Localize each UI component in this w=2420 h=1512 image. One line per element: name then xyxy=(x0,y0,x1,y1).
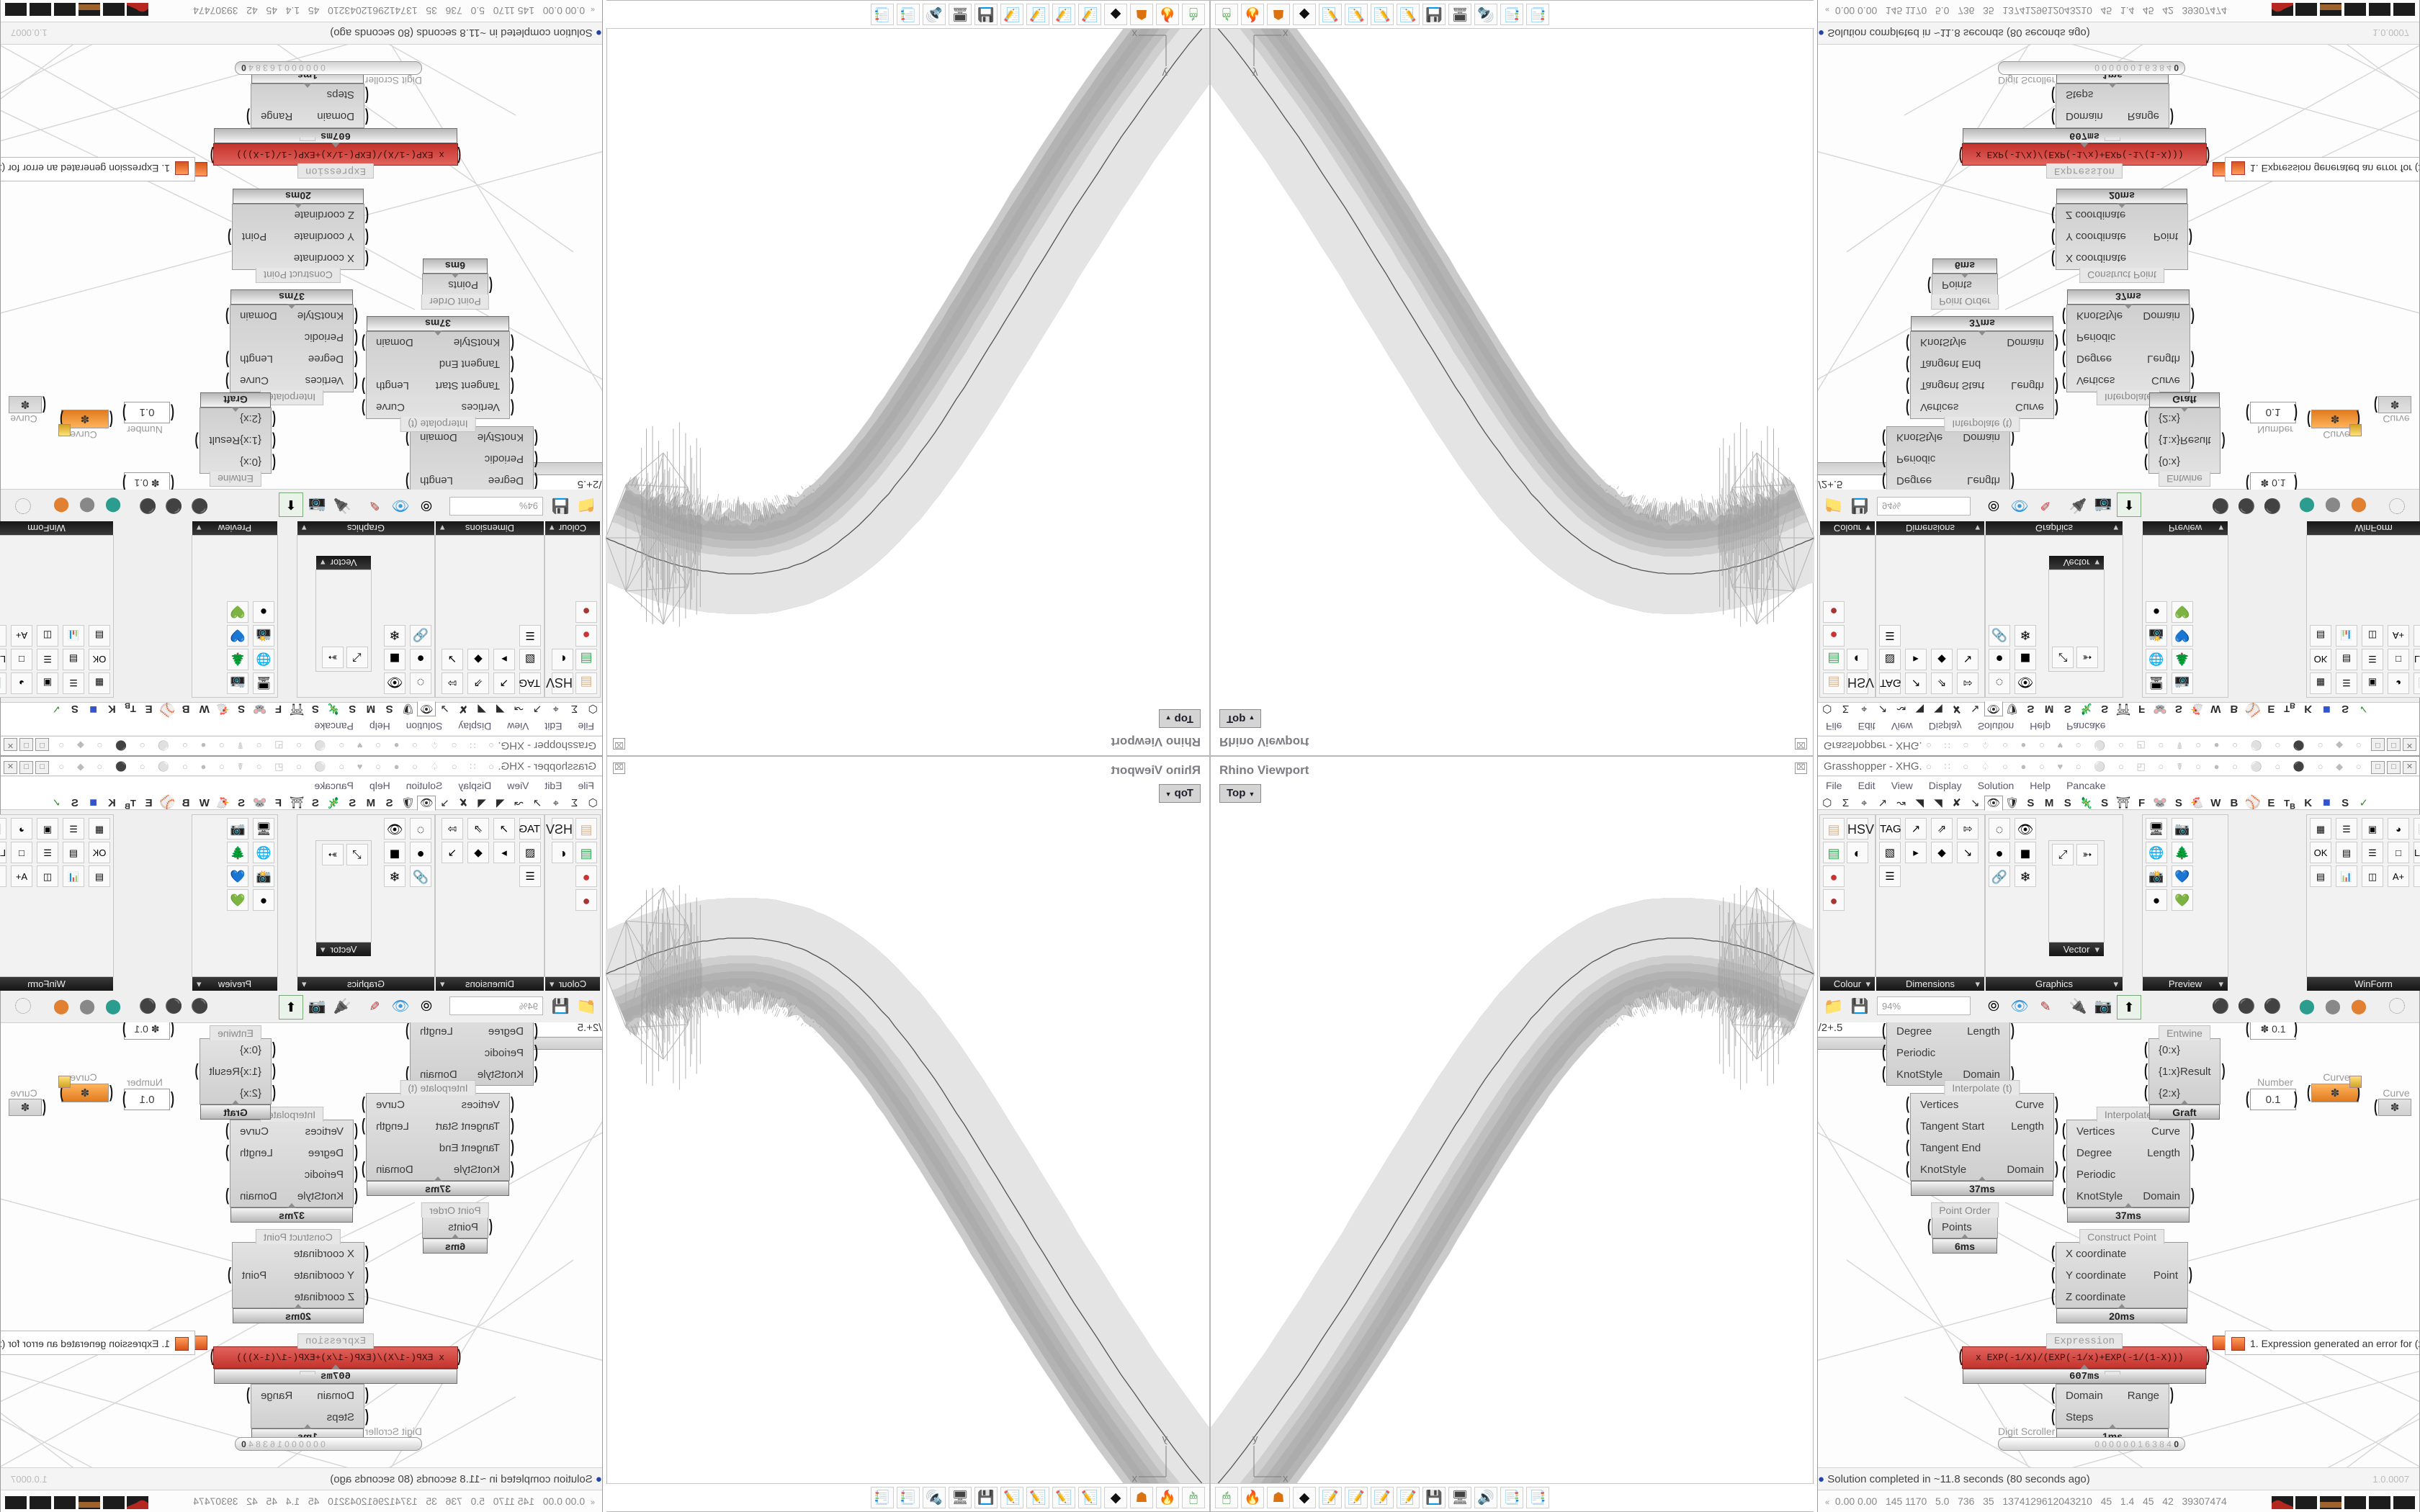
svg-text:x: x xyxy=(1283,27,1289,40)
svg-text:x: x xyxy=(1131,27,1137,40)
svg-text:y: y xyxy=(1252,1435,1258,1445)
svg-text:y: y xyxy=(1162,1435,1168,1445)
svg-text:y: y xyxy=(1162,67,1168,77)
svg-text:y: y xyxy=(1252,67,1258,77)
